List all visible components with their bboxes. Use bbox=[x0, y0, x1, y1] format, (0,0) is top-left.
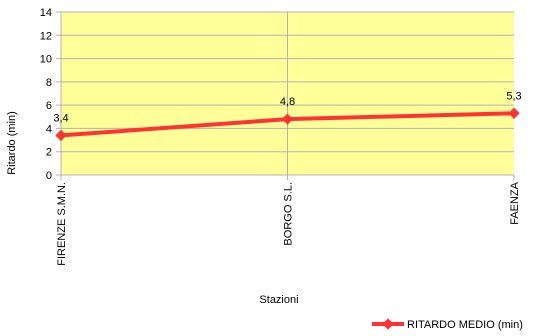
data-label: 3,4 bbox=[53, 112, 68, 124]
data-label: 4,8 bbox=[280, 96, 295, 108]
legend: RITARDO MEDIO (min) bbox=[372, 318, 523, 331]
legend-marker bbox=[382, 318, 394, 330]
y-tick-label: 0 bbox=[46, 170, 52, 182]
x-tick-label: BORGO S.L. bbox=[283, 182, 295, 246]
x-tick-labels: FIRENZE S.M.N. BORGO S.L. FAENZA bbox=[56, 181, 521, 265]
y-tick-label: 4 bbox=[46, 123, 52, 135]
y-tick-label: 2 bbox=[46, 147, 52, 159]
y-tick-label: 8 bbox=[46, 77, 52, 89]
gridlines bbox=[56, 11, 515, 180]
y-tick-label: 14 bbox=[40, 7, 52, 19]
legend-label: RITARDO MEDIO (min) bbox=[407, 319, 523, 331]
y-tick-label: 6 bbox=[46, 100, 52, 112]
data-labels: 3,4 4,8 5,3 bbox=[53, 90, 521, 124]
data-label: 5,3 bbox=[506, 90, 521, 102]
y-tick-labels: 0 2 4 6 8 10 12 14 bbox=[40, 7, 52, 182]
y-tick-label: 12 bbox=[40, 30, 52, 42]
y-tick-label: 10 bbox=[40, 54, 52, 66]
x-tick-label: FIRENZE S.M.N. bbox=[56, 182, 68, 266]
y-axis-title: Ritardo (min) bbox=[6, 111, 18, 175]
data-point bbox=[55, 129, 67, 142]
x-tick-label: FAENZA bbox=[509, 181, 521, 224]
x-axis-title: Stazioni bbox=[259, 294, 298, 306]
